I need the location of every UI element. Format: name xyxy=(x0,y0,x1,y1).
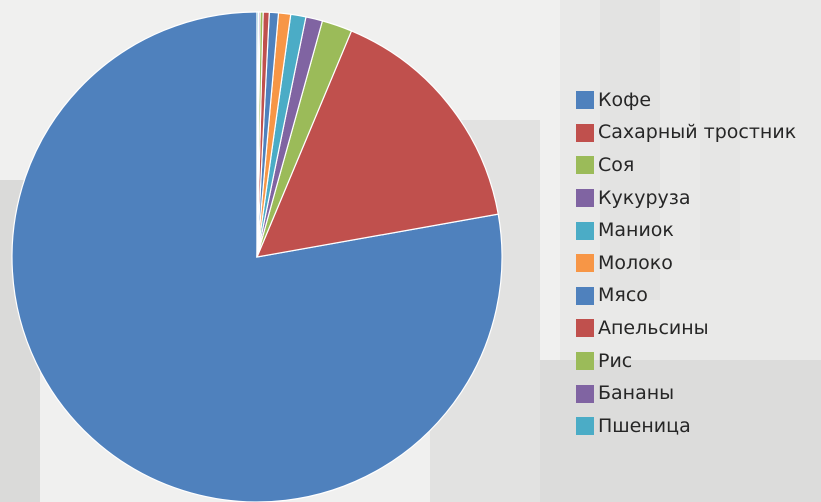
legend-item: Мясо xyxy=(576,280,796,313)
legend-label: Сахарный тростник xyxy=(598,121,797,144)
legend-swatch xyxy=(576,254,594,273)
legend-item: Кофе xyxy=(576,84,796,117)
legend-swatch xyxy=(576,156,594,175)
legend-label: Кукуруза xyxy=(598,186,691,209)
legend-label: Молоко xyxy=(598,251,673,274)
legend-swatch xyxy=(576,319,594,338)
legend-swatch xyxy=(576,221,594,240)
legend-label: Соя xyxy=(598,153,635,176)
legend-swatch xyxy=(576,417,594,436)
legend-item: Бананы xyxy=(576,377,796,410)
legend-item: Маниок xyxy=(576,214,796,247)
legend-label: Бананы xyxy=(598,382,675,405)
legend-item: Кукуруза xyxy=(576,182,796,215)
legend-item: Сахарный тростник xyxy=(576,117,796,150)
legend-item: Пшеница xyxy=(576,410,796,443)
pie-slice-2 xyxy=(256,30,499,258)
legend-swatch xyxy=(576,352,594,371)
legend-item: Рис xyxy=(576,345,796,378)
legend-item: Молоко xyxy=(576,247,796,280)
legend-label: Пшеница xyxy=(598,414,691,437)
legend-item: Апельсины xyxy=(576,312,796,345)
legend-item: Соя xyxy=(576,149,796,182)
pie-slice-11 xyxy=(256,11,260,258)
legend-label: Маниок xyxy=(598,219,674,242)
legend-swatch xyxy=(576,384,594,403)
chart-legend: Кофе Сахарный тростник Соя Кукуруза Маниок Мо… xyxy=(576,84,796,443)
legend-label: Апельсины xyxy=(598,316,709,339)
legend-swatch xyxy=(576,286,594,305)
legend-label: Кофе xyxy=(598,88,652,111)
legend-swatch xyxy=(576,189,594,208)
legend-label: Мясо xyxy=(598,284,648,307)
legend-swatch xyxy=(576,123,594,142)
legend-swatch xyxy=(576,91,594,110)
legend-label: Рис xyxy=(598,349,633,372)
